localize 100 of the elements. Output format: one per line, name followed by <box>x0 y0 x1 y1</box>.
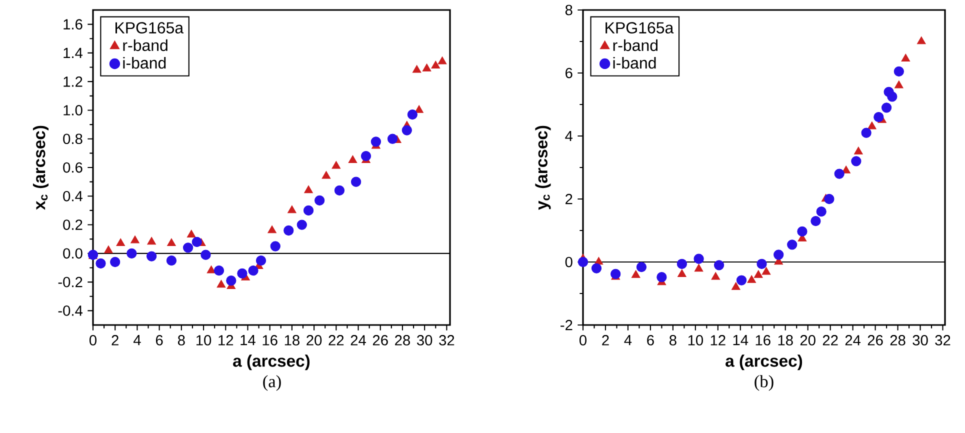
text: (b) <box>754 375 774 391</box>
x-tick-label: 20 <box>800 335 816 346</box>
legend-label: r-band <box>123 39 168 52</box>
point <box>96 258 106 269</box>
point <box>631 270 640 278</box>
x-tick-label: 30 <box>416 335 432 346</box>
x-tick-label: 28 <box>395 335 410 346</box>
point <box>901 54 910 62</box>
point <box>591 263 602 274</box>
point <box>387 134 398 144</box>
y-tick-label: -0.2 <box>58 276 82 288</box>
point <box>334 185 345 196</box>
point <box>314 195 325 206</box>
point <box>147 236 156 245</box>
point <box>130 235 140 244</box>
point <box>578 256 588 268</box>
y-tick-label: 0.6 <box>63 162 82 173</box>
x-tick-label: 26 <box>372 335 388 346</box>
point <box>894 66 904 76</box>
point <box>332 161 341 169</box>
x-tick-label: 24 <box>350 335 366 346</box>
legend-label: r-band <box>613 39 658 52</box>
point <box>322 171 331 179</box>
x-axis-title: a (arcsec) <box>233 354 310 370</box>
point <box>370 136 382 147</box>
y-tick-label: 8 <box>565 4 572 16</box>
x-tick-label: 22 <box>328 335 344 346</box>
x-tick-label: 2 <box>112 335 118 346</box>
y-tick-label: -2 <box>560 320 572 330</box>
point <box>348 155 358 164</box>
point <box>186 230 196 238</box>
point <box>787 240 798 250</box>
point <box>887 92 898 102</box>
y-tick-label: 1.0 <box>64 105 82 116</box>
point <box>116 238 126 246</box>
y-tick-label: 1.6 <box>64 19 82 30</box>
point <box>226 276 236 286</box>
point <box>894 80 904 88</box>
point <box>810 216 821 226</box>
point <box>731 282 740 290</box>
point <box>694 254 704 264</box>
x-tick-label: 6 <box>647 335 654 346</box>
point <box>711 272 720 280</box>
x-tick-label: 8 <box>178 335 185 346</box>
point <box>360 150 372 162</box>
point <box>714 260 724 270</box>
point <box>762 267 771 275</box>
x-tick-label: 0 <box>579 335 586 346</box>
point <box>200 250 211 260</box>
point <box>816 206 826 217</box>
x-tick-label: 16 <box>262 335 278 346</box>
point <box>216 280 226 288</box>
y-tick-label: 2 <box>566 194 572 204</box>
x-tick-label: 6 <box>156 335 163 346</box>
text: y$_{c}$ (arcsec) <box>535 126 551 210</box>
point <box>656 272 667 282</box>
x-tick-label: 32 <box>439 335 454 346</box>
point <box>438 56 447 64</box>
legend-label: i-band <box>613 56 656 69</box>
point <box>166 256 177 266</box>
x-tick-label: 4 <box>133 335 141 346</box>
x-tick-label: 26 <box>868 335 883 346</box>
x-tick-label: 4 <box>624 335 632 346</box>
point <box>407 109 418 120</box>
x-tick-label: 14 <box>240 335 256 346</box>
point <box>676 258 688 269</box>
point <box>754 270 763 278</box>
y-tick-label: 0.8 <box>63 134 82 144</box>
x-tick-label: 16 <box>756 335 770 346</box>
point <box>756 258 767 269</box>
point <box>774 250 784 260</box>
point <box>881 102 892 113</box>
point <box>167 238 176 246</box>
point <box>146 251 157 262</box>
point <box>694 264 704 272</box>
point <box>868 121 876 130</box>
text: (a) <box>263 375 281 391</box>
x-tick-label: 10 <box>688 335 703 346</box>
point <box>636 262 647 272</box>
point <box>747 275 756 283</box>
point <box>414 105 424 113</box>
point <box>296 220 307 230</box>
point <box>284 225 294 236</box>
point <box>431 60 440 69</box>
x-tick-label: 22 <box>822 335 838 346</box>
point <box>110 256 120 268</box>
point <box>104 245 113 254</box>
y-tick-label: 1.2 <box>64 76 82 87</box>
point <box>270 241 280 252</box>
point <box>402 125 412 136</box>
y-tick-label: 0.4 <box>63 190 83 202</box>
point <box>422 64 432 72</box>
x-tick-label: 2 <box>602 335 609 346</box>
x-tick-label: 0 <box>89 335 96 346</box>
y-tick-label: 1.4 <box>64 48 83 58</box>
x-tick-label: 30 <box>912 335 928 346</box>
y-tick-label: 6 <box>566 68 572 78</box>
point <box>248 266 258 276</box>
legend-title: KPG165a <box>606 22 674 34</box>
point <box>304 185 313 194</box>
